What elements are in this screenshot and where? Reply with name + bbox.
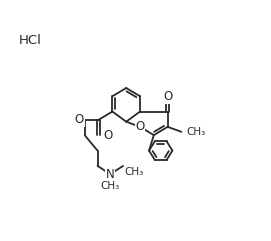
Text: N: N — [106, 168, 115, 181]
Text: CH₃: CH₃ — [124, 167, 143, 177]
Text: CH₃: CH₃ — [101, 181, 120, 191]
Text: HCl: HCl — [19, 34, 41, 47]
Text: O: O — [163, 90, 172, 103]
Text: CH₃: CH₃ — [186, 127, 205, 137]
Text: O: O — [136, 120, 145, 133]
Text: O: O — [103, 129, 113, 142]
Text: O: O — [75, 113, 84, 126]
